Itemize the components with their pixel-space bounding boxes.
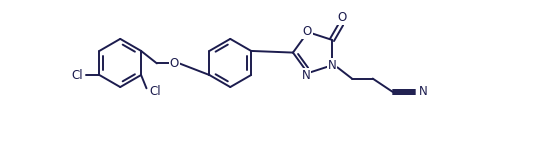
- Text: Cl: Cl: [150, 85, 161, 98]
- Text: N: N: [419, 85, 428, 98]
- Text: O: O: [170, 57, 179, 70]
- Text: N: N: [301, 69, 310, 82]
- Text: O: O: [302, 25, 312, 38]
- Text: O: O: [337, 11, 346, 24]
- Text: N: N: [327, 59, 336, 72]
- Text: Cl: Cl: [71, 69, 83, 82]
